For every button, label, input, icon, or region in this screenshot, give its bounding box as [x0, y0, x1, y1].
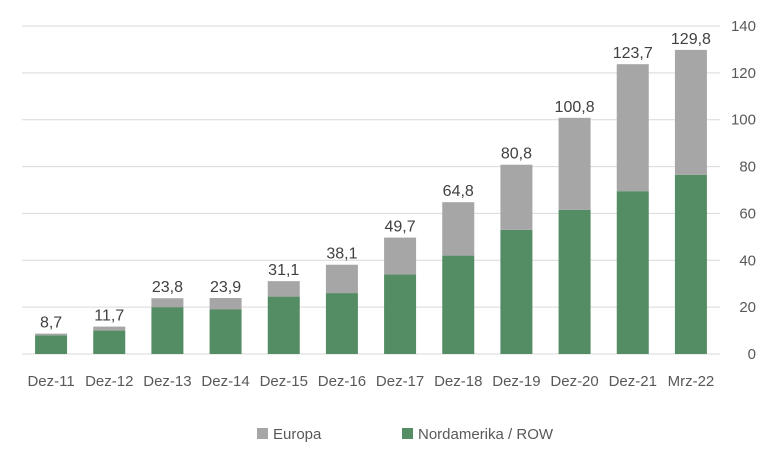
- x-tick-label: Dez-21: [609, 373, 657, 390]
- legend-swatch-europa: [257, 428, 268, 439]
- y-tick-label: 20: [739, 299, 756, 316]
- total-label: 129,8: [671, 31, 711, 48]
- bar-europa: [674, 49, 707, 175]
- x-tick-label: Dez-20: [550, 373, 598, 390]
- x-tick-label: Dez-19: [492, 373, 540, 390]
- bar-europa: [616, 64, 649, 192]
- y-tick-label: 40: [739, 252, 756, 269]
- bar-europa: [93, 326, 126, 331]
- y-tick-label: 120: [731, 65, 756, 82]
- x-tick-label: Dez-18: [434, 373, 482, 390]
- x-tick-label: Dez-12: [85, 373, 133, 390]
- bar-europa: [325, 264, 358, 294]
- y-tick-label: 60: [739, 205, 756, 222]
- y-tick-label: 140: [731, 18, 756, 35]
- total-label: 38,1: [326, 246, 357, 263]
- x-tick-label: Dez-13: [143, 373, 191, 390]
- bar-nordamerika-row: [35, 335, 68, 354]
- y-tick-label: 100: [731, 112, 756, 129]
- y-tick-label: 0: [748, 346, 756, 363]
- bar-europa: [442, 202, 475, 256]
- bar-europa: [267, 281, 300, 297]
- total-label: 23,9: [210, 279, 241, 296]
- bar-europa: [35, 333, 68, 336]
- x-tick-label: Dez-11: [27, 373, 74, 390]
- legend-label-nordamerika-row: Nordamerika / ROW: [418, 426, 554, 443]
- bar-nordamerika-row: [151, 307, 184, 354]
- x-tick-label: Dez-16: [318, 373, 366, 390]
- y-tick-label: 80: [739, 159, 756, 176]
- bar-europa: [384, 237, 417, 275]
- total-label: 100,8: [555, 99, 595, 116]
- bar-nordamerika-row: [325, 293, 358, 354]
- gridlines: [22, 25, 720, 355]
- y-axis-ticks: 0 20 40 60 80 100 120 140: [731, 18, 756, 363]
- bar-nordamerika-row: [442, 255, 475, 354]
- legend-label-europa: Europa: [273, 426, 322, 443]
- bar-europa: [151, 298, 184, 308]
- total-label: 8,7: [40, 315, 62, 332]
- bar-nordamerika-row: [616, 191, 649, 354]
- total-label: 31,1: [268, 262, 299, 279]
- x-tick-label: Dez-14: [201, 373, 249, 390]
- legend: Europa Nordamerika / ROW: [257, 426, 554, 443]
- total-label: 80,8: [501, 146, 532, 163]
- x-tick-label: Mrz-22: [668, 373, 715, 390]
- total-label: 64,8: [443, 183, 474, 200]
- bar-nordamerika-row: [93, 330, 126, 354]
- bar-series: [35, 49, 707, 354]
- bar-europa: [500, 164, 533, 230]
- bar-europa: [209, 298, 242, 310]
- bar-nordamerika-row: [209, 309, 242, 354]
- total-label: 49,7: [385, 219, 416, 236]
- x-axis-ticks: Dez-11 Dez-12 Dez-13 Dez-14 Dez-15 Dez-16 Dez-…: [27, 373, 714, 390]
- total-labels: 8,7 11,7 23,8 23,9 31,1 38,1 49,7 64,8 80,8 100,8…: [40, 31, 711, 332]
- total-label: 23,8: [152, 279, 183, 296]
- bar-nordamerika-row: [384, 274, 417, 354]
- bar-nordamerika-row: [500, 229, 533, 354]
- x-tick-label: Dez-17: [376, 373, 424, 390]
- total-label: 123,7: [613, 45, 653, 62]
- bar-europa: [558, 117, 591, 210]
- bar-nordamerika-row: [267, 296, 300, 354]
- total-label: 11,7: [94, 308, 124, 325]
- bar-nordamerika-row: [558, 209, 591, 354]
- bar-nordamerika-row: [674, 174, 707, 354]
- legend-swatch-nordamerika-row: [402, 428, 413, 439]
- x-tick-label: Dez-15: [260, 373, 308, 390]
